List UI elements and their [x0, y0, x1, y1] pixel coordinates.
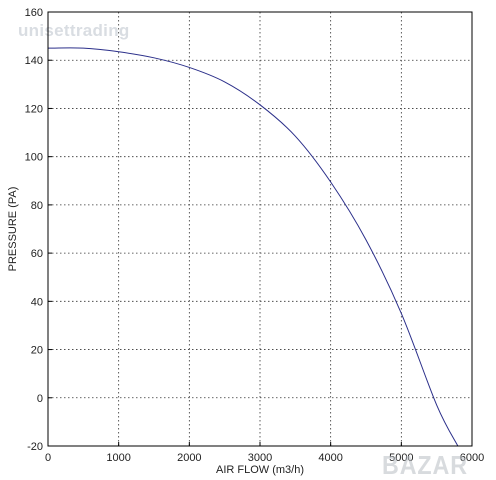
x-tick-label: 1000: [106, 452, 130, 464]
y-tick-label: 100: [25, 152, 43, 164]
x-tick-label: 4000: [318, 452, 342, 464]
y-tick-label: 60: [31, 248, 43, 260]
watermark-text: unisettrading: [18, 21, 130, 40]
y-tick-label: 160: [25, 7, 43, 19]
y-tick-label: 20: [31, 345, 43, 357]
y-tick-label: 40: [31, 296, 43, 308]
y-axis-label: PRESSURE (PA): [7, 187, 19, 272]
x-axis-ticks: 0 1000 2000 3000 4000 5000 6000: [45, 442, 484, 464]
x-tick-label: 0: [45, 452, 51, 464]
grid-lines: [48, 12, 472, 446]
y-axis-ticks: -20 0 20 40 60 80 100 120 140 160: [25, 7, 52, 453]
x-tick-label: 2000: [177, 452, 201, 464]
y-tick-label: 120: [25, 103, 43, 115]
svg-text:BAZAR: BAZAR: [382, 450, 468, 480]
x-tick-label: 6000: [460, 452, 484, 464]
x-axis-label: AIR FLOW (m3/h): [216, 464, 304, 476]
y-tick-label: 0: [37, 393, 43, 405]
y-tick-label: 80: [31, 200, 43, 212]
y-tick-label: 140: [25, 55, 43, 67]
x-tick-label: 5000: [389, 452, 413, 464]
x-tick-label: 3000: [248, 452, 272, 464]
pressure-curve: [47, 47, 459, 447]
y-tick-label: -20: [27, 441, 43, 453]
bazar-logo: BAZAR: [382, 450, 468, 480]
